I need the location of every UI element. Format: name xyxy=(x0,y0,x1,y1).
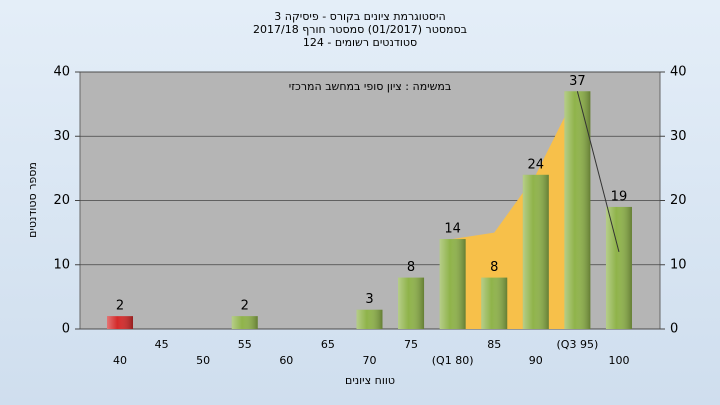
title: היסטוגרמת ציונים בקורס - פיסיקה 3 xyxy=(274,10,445,23)
value-label: 14 xyxy=(444,222,461,237)
line xyxy=(576,91,620,253)
annotation: במשימה : ציון סופי במחשב המרכזי xyxy=(289,80,452,93)
subtitle: בסמסטר (01/2017) סמסטר חורף 2017/18 xyxy=(253,23,467,36)
value-label: 8 xyxy=(407,260,415,275)
bar-shade xyxy=(398,277,425,329)
x-tick-label: 40 xyxy=(113,354,127,367)
bar-shade xyxy=(107,316,133,329)
y-tick-label: 30 xyxy=(53,129,70,144)
x-tick-label: 75 xyxy=(404,338,418,351)
y2-tick-label: 40 xyxy=(670,65,687,80)
value-label: 3 xyxy=(365,292,373,307)
x-tick-label: 70 xyxy=(362,354,376,367)
x-tick-label: 90 xyxy=(529,354,543,367)
y-axis-label: מספר סטודנטים xyxy=(26,162,39,238)
value-label: 19 xyxy=(611,189,628,204)
x-tick-label: (Q3 95) xyxy=(557,338,599,351)
x-tick-label: 50 xyxy=(196,354,210,367)
x-tick-label: 100 xyxy=(608,354,629,367)
y2-tick-label: 20 xyxy=(670,193,687,208)
y-tick-label: 40 xyxy=(53,65,70,80)
x-tick-label: 60 xyxy=(279,354,293,367)
x-tick-label: 65 xyxy=(321,338,335,351)
value-label: 37 xyxy=(569,74,586,89)
bar-shade xyxy=(564,91,591,330)
x-tick-label: 85 xyxy=(487,338,501,351)
x-tick-label: 55 xyxy=(238,338,252,351)
bar-shade xyxy=(231,316,258,329)
bar-shade xyxy=(439,239,466,329)
bar-shade xyxy=(522,174,549,329)
x-tick-label: 45 xyxy=(155,338,169,351)
x-axis-label: טווח ציונים xyxy=(345,374,395,387)
y-tick-label: 10 xyxy=(53,257,70,272)
y2-tick-label: 10 xyxy=(670,257,687,272)
y2-tick-label: 30 xyxy=(670,129,687,144)
bar-shade xyxy=(356,309,383,329)
y2-tick-label: 0 xyxy=(670,322,678,337)
x-tick-label: (Q1 80) xyxy=(432,354,474,367)
bar-shade xyxy=(605,206,632,329)
bar-shade xyxy=(481,277,508,329)
value-label: 24 xyxy=(528,157,545,172)
subtitle: סטודנטים רשומים - 124 xyxy=(303,36,417,49)
value-label: 2 xyxy=(241,299,249,314)
y-tick-label: 20 xyxy=(53,193,70,208)
value-label: 8 xyxy=(490,260,498,275)
y-tick-label: 0 xyxy=(62,322,70,337)
value-label: 2 xyxy=(116,299,124,314)
